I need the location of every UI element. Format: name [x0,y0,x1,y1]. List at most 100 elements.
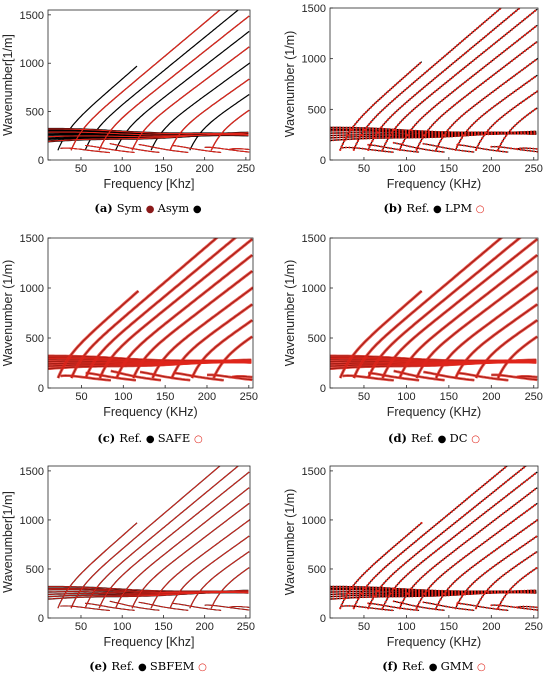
reference-propagating-mode-line [475,319,538,379]
comparison-propagating-mode-line [115,253,253,379]
x-tick-label: 50 [358,391,370,403]
axes-box [47,465,251,619]
x-tick-label: 50 [75,391,87,403]
comparison-propagating-mode-line [84,466,239,609]
panel-f: 50 100 150 200 250 0 500 1000 1500 Frequency (KHz… [283,465,543,673]
comparison-propagating-mode-line [497,106,538,151]
comparison-cutoff-mode-line [457,371,509,382]
comparison-flat-mode-line [48,133,249,138]
comparison-propagating-mode-line [115,487,250,609]
comparison-propagating-mode-line [381,470,538,610]
comparison-propagating-mode-line [339,60,423,151]
reference-propagating-mode-line [382,8,538,151]
comparison-flat-mode-line [48,132,249,142]
y-tick-label: 1000 [302,515,326,527]
comparison-propagating-mode-line [57,522,138,609]
caption-id: (d) [388,431,411,445]
axes-box [329,237,539,389]
comparison-propagating-mode-line [367,8,522,151]
caption-series-name: Ref. [119,431,146,445]
comparison-cutoff-mode-line [515,147,538,150]
comparison-propagating-mode-line [454,74,538,151]
x-tick-label: 100 [397,621,415,633]
comparison-cutoff-mode-line [85,602,135,611]
comparison-flat-mode-line [48,128,249,136]
x-tick-label: 100 [397,163,415,175]
comparison-propagating-mode-line [434,286,538,379]
x-tick-label: 50 [358,621,370,633]
comparison-cutoff-mode-line [60,147,110,154]
x-tick-label: 200 [482,621,500,633]
x-axis-label: Frequency (KHz) [387,635,481,649]
comparison-propagating-mode-line [497,566,538,610]
comparison-propagating-mode-line [454,303,538,379]
caption-marker-icon: ● [146,204,158,215]
reference-propagating-mode-line [189,93,250,151]
plot-area [48,238,253,382]
reference-propagating-mode-line [84,466,240,609]
reference-propagating-mode-line [115,30,250,151]
comparison-flat-mode-line [330,589,538,601]
reference-propagating-mode-line [169,535,250,609]
x-tick-label: 200 [482,391,500,403]
comparison-flat-mode-line [330,358,537,371]
plot-area [330,466,538,612]
comparison-flat-mode-line [48,591,249,598]
y-tick-label: 500 [26,107,44,119]
caption-marker-icon: ● [438,434,450,445]
caption-series-name: Ref. [406,201,433,215]
caption-marker-icon: ● [193,204,202,215]
comparison-propagating-mode-line [150,519,250,609]
comparison-cutoff-mode-line [171,144,222,154]
x-tick-label: 200 [482,163,500,175]
reference-propagating-mode-line [99,238,253,379]
comparison-propagating-mode-line [367,466,528,610]
y-tick-label: 0 [320,155,326,167]
comparison-cutoff-mode-line [392,600,446,612]
comparison-cutoff-mode-line [490,145,538,153]
comparison-cutoff-mode-line [422,601,476,612]
comparison-propagating-mode-line [131,46,250,151]
caption-id: (a) [94,201,116,215]
y-tick-label: 500 [308,104,326,116]
axes-box [329,7,539,161]
comparison-cutoff-mode-line [393,369,445,382]
panel-d: 50 100 150 200 250 0 500 1000 1500 Frequency (KHz… [283,233,543,445]
comparison-cutoff-mode-line [229,606,250,608]
comparison-propagating-mode-line [398,486,538,610]
comparison-propagating-mode-line [474,550,538,610]
x-tick-label: 50 [358,163,370,175]
y-tick-label: 1500 [302,3,326,15]
comparison-propagating-mode-line [474,90,538,151]
y-tick-label: 1500 [20,466,44,478]
x-tick-label: 200 [195,163,213,175]
caption-series-name: Sym [117,201,146,215]
caption-marker-icon: ● [146,434,158,445]
reference-propagating-mode-line [150,62,250,151]
caption-id: (e) [89,659,111,673]
caption-marker-icon: ○ [477,662,486,673]
x-axis-label: Frequency [Khz] [103,177,194,191]
panel-caption: (c) Ref. ● SAFE ○ [97,431,202,445]
x-tick-label: 150 [154,163,172,175]
y-tick-label: 500 [308,564,326,576]
x-tick-label: 100 [113,163,131,175]
caption-series-name: SBFEM [150,659,198,673]
y-axis-label: Wavenumber (1/m) [1,260,15,367]
comparison-propagating-mode-line [98,471,250,609]
y-tick-label: 0 [320,383,326,395]
caption-id: (c) [97,431,119,445]
y-tick-label: 0 [38,155,44,167]
panel-b: 50 100 150 200 250 0 500 1000 1500 Frequency (KHz… [283,3,543,215]
comparison-propagating-mode-line [98,15,250,151]
reference-propagating-mode-line [84,10,240,151]
x-tick-label: 150 [440,391,458,403]
comparison-propagating-mode-line [189,551,250,609]
y-axis-label: Wavenumber (1/m) [283,31,297,138]
plot-area [330,238,538,382]
plot-area [330,8,538,154]
comparison-cutoff-mode-line [456,602,510,612]
comparison-cutoff-mode-line [367,143,421,154]
x-tick-label: 250 [237,621,255,633]
panel-e: 50 100 150 200 250 0 500 1000 1500 Frequency [Khz… [1,465,255,673]
